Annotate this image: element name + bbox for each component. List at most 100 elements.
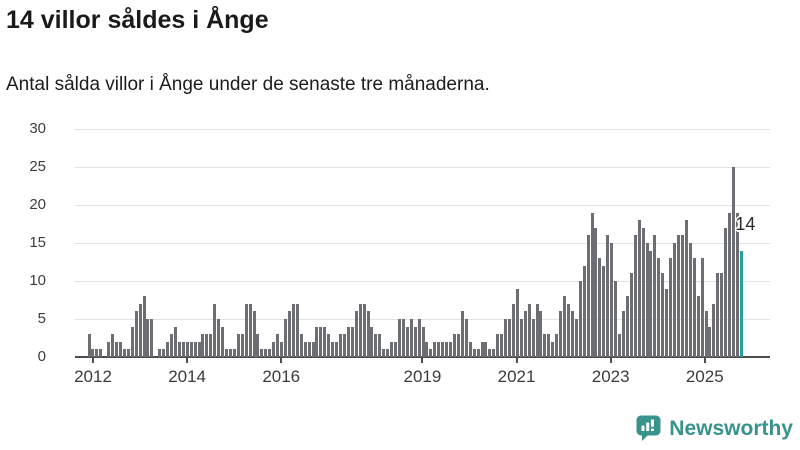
bar bbox=[649, 250, 653, 357]
bar bbox=[193, 341, 197, 357]
newsworthy-brand-link[interactable]: Newsworthy bbox=[635, 414, 793, 443]
bar bbox=[134, 311, 138, 357]
bar bbox=[111, 334, 115, 357]
bar bbox=[464, 319, 468, 357]
bar bbox=[460, 311, 464, 357]
bar bbox=[122, 349, 126, 357]
newsworthy-speech-bubble-chart-icon bbox=[635, 414, 662, 443]
y-gridline bbox=[75, 166, 770, 168]
bar bbox=[291, 303, 295, 357]
bar bbox=[433, 341, 437, 357]
bar bbox=[232, 349, 236, 357]
x-axis-tick-label: 2021 bbox=[497, 367, 536, 386]
bar bbox=[417, 319, 421, 357]
bar bbox=[637, 220, 641, 357]
bar bbox=[394, 341, 398, 357]
bar bbox=[629, 273, 633, 357]
bar bbox=[280, 341, 284, 357]
bar bbox=[162, 349, 166, 357]
bar bbox=[354, 311, 358, 357]
bar bbox=[680, 235, 684, 357]
bar bbox=[421, 326, 425, 357]
bar bbox=[99, 349, 103, 357]
bar bbox=[386, 349, 390, 357]
bar bbox=[166, 341, 170, 357]
x-axis-tick bbox=[280, 358, 283, 363]
y-axis-tick-label: 0 bbox=[37, 348, 46, 365]
bar bbox=[492, 349, 496, 357]
y-gridline bbox=[75, 318, 770, 320]
bar bbox=[130, 326, 134, 357]
bar bbox=[598, 258, 602, 357]
bar bbox=[126, 349, 130, 357]
bar bbox=[449, 341, 453, 357]
x-axis-tick-label: 2014 bbox=[168, 367, 207, 386]
bar bbox=[543, 334, 547, 357]
bar bbox=[511, 303, 515, 357]
bar bbox=[570, 311, 574, 357]
x-axis-tick-label: 2025 bbox=[685, 367, 724, 386]
highlighted-bar bbox=[739, 250, 743, 357]
bar bbox=[248, 303, 252, 357]
bar bbox=[315, 326, 319, 357]
bar bbox=[181, 341, 185, 357]
bar bbox=[295, 303, 299, 357]
brand-name: Newsworthy bbox=[669, 416, 793, 440]
bar bbox=[610, 243, 614, 357]
bar bbox=[621, 311, 625, 357]
bar bbox=[138, 303, 142, 357]
bar bbox=[456, 334, 460, 357]
bar bbox=[700, 258, 704, 357]
bar bbox=[566, 303, 570, 357]
bar bbox=[468, 341, 472, 357]
bar bbox=[335, 341, 339, 357]
bar bbox=[547, 334, 551, 357]
bar bbox=[657, 258, 661, 357]
bar bbox=[500, 334, 504, 357]
x-axis-tick bbox=[421, 358, 424, 363]
bar bbox=[173, 326, 177, 357]
bar bbox=[264, 349, 268, 357]
bar bbox=[209, 334, 213, 357]
bar bbox=[299, 334, 303, 357]
bar bbox=[594, 227, 598, 357]
bar bbox=[527, 303, 531, 357]
bar bbox=[716, 273, 720, 357]
bar bbox=[87, 334, 91, 357]
x-axis-tick bbox=[186, 358, 189, 363]
bar bbox=[480, 341, 484, 357]
bar bbox=[260, 349, 264, 357]
bar bbox=[531, 319, 535, 357]
bar bbox=[519, 319, 523, 357]
x-axis-tick bbox=[92, 358, 94, 363]
bar bbox=[272, 341, 276, 357]
bar bbox=[91, 349, 95, 357]
bar bbox=[555, 334, 559, 357]
bar bbox=[488, 349, 492, 357]
bar bbox=[95, 349, 99, 357]
bar bbox=[673, 243, 677, 357]
bar bbox=[331, 341, 335, 357]
bar bbox=[185, 341, 189, 357]
x-axis-tick bbox=[515, 358, 518, 363]
bar bbox=[358, 303, 362, 357]
bar bbox=[551, 341, 555, 357]
bar bbox=[437, 341, 441, 357]
bar bbox=[712, 303, 716, 357]
bar bbox=[563, 296, 567, 357]
y-axis-tick-label: 30 bbox=[29, 120, 46, 137]
bar bbox=[409, 319, 413, 357]
bar bbox=[405, 326, 409, 357]
bar bbox=[661, 273, 665, 357]
bar bbox=[452, 334, 456, 357]
bar bbox=[582, 265, 586, 357]
bar bbox=[276, 334, 280, 357]
bar bbox=[197, 341, 201, 357]
bar bbox=[677, 235, 680, 357]
bar bbox=[735, 212, 739, 357]
bar bbox=[284, 319, 287, 357]
bar bbox=[578, 281, 582, 357]
bar bbox=[496, 334, 500, 357]
